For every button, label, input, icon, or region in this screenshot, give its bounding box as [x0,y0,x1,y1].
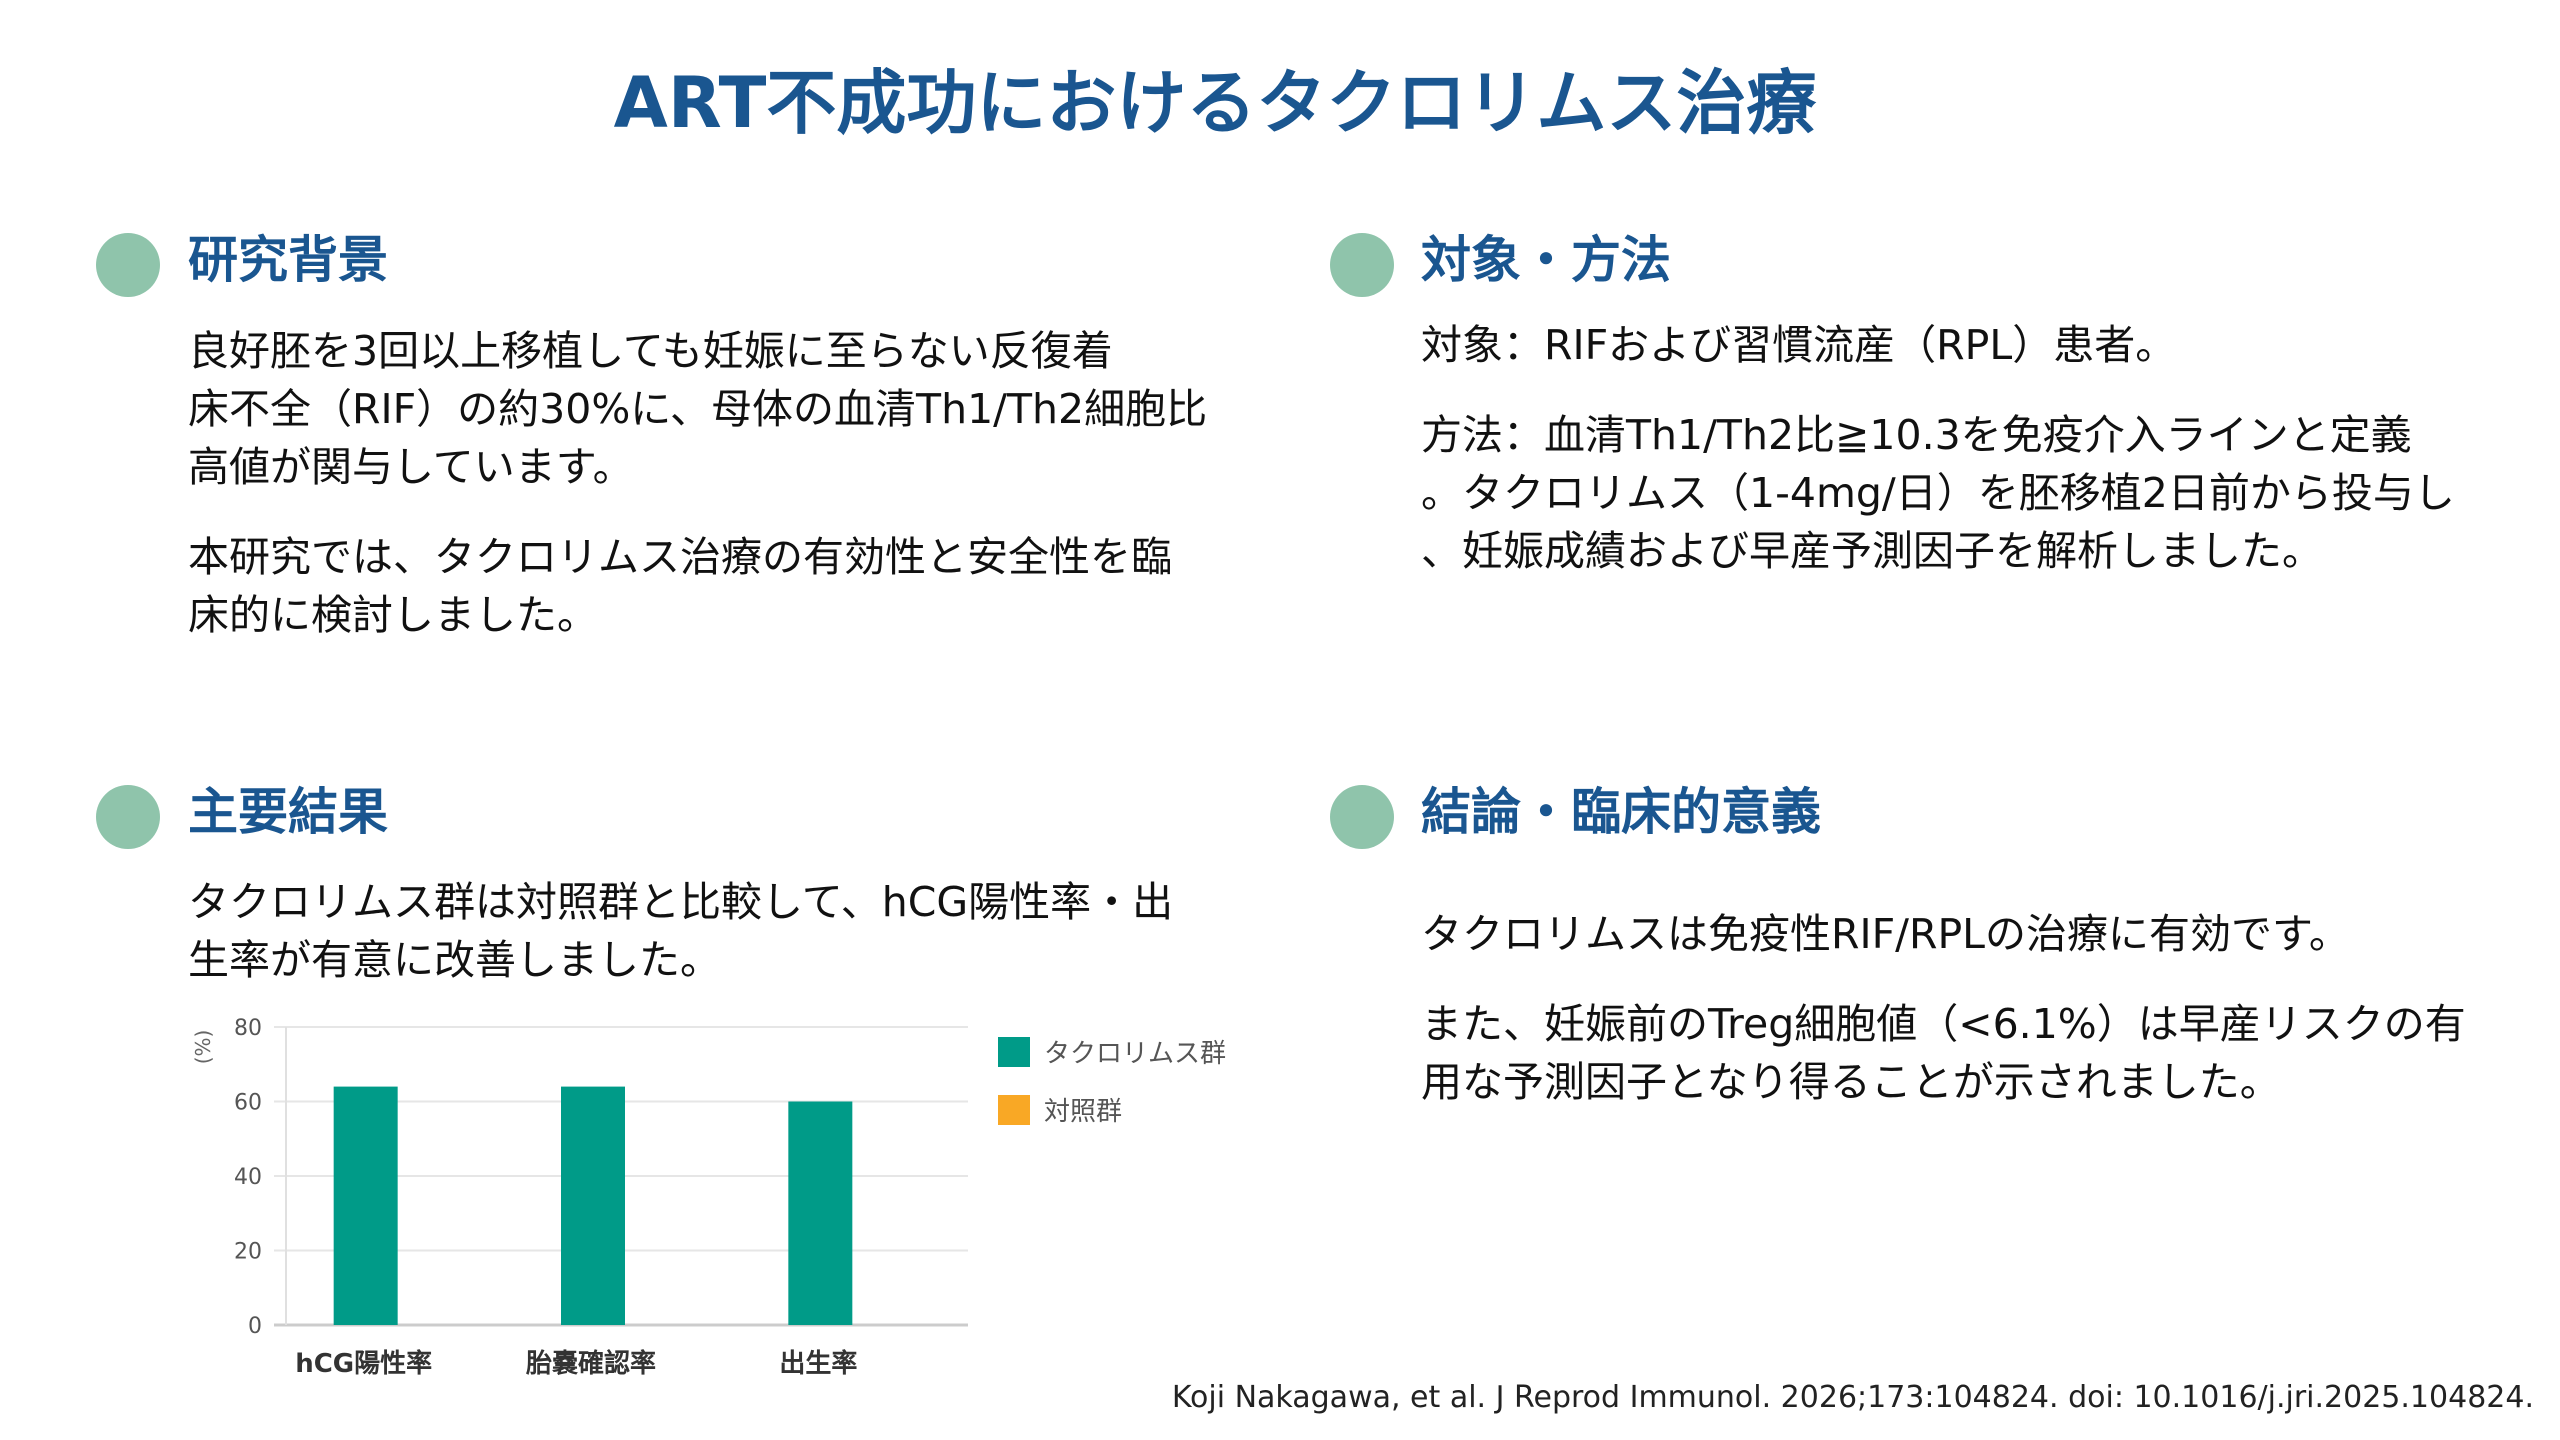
text-line: 用な予測因子となり得ることが示されました。 [1421,1058,2281,1106]
x-tick-label: hCG陽性率 [295,1348,432,1379]
bullet-circle-icon [96,233,160,297]
text-line: 。タクロリムス（1-4mg/日）を胚移植2日前から投与し [1421,469,2455,517]
paragraph: タクロリムス群は対照群と比較して、hCG陽性率・出 生率が有意に改善しました。 [188,873,1173,989]
bullet-circle-icon [1330,233,1394,297]
paragraph: 本研究では、タクロリムス治療の有効性と安全性を臨 床的に検討しました。 [188,528,1207,644]
y-tick-label: 80 [234,1016,262,1041]
text-line: 床不全（RIF）の約30%に、母体の血清Th1/Th2細胞比 [188,385,1208,433]
paragraph: タクロリムスは免疫性RIF/RPLの治療に有効です。 [1421,905,2466,963]
text-line: タクロリムス群は対照群と比較して、hCG陽性率・出 [188,878,1174,926]
y-tick-label: 40 [234,1165,262,1190]
text-line: 床的に検討しました。 [188,591,598,639]
page-title: ART不成功におけるタクロリムス治療 [613,62,1817,144]
paragraph: 方法：血清Th1/Th2比≧10.3を免疫介入ラインと定義 。タクロリムス（1-4… [1421,406,2455,580]
paragraph: 良好胚を3回以上移植しても妊娠に至らない反復着床不全（RIF）の約30%に、母体… [188,322,1207,496]
legend-label: 対照群 [1044,1097,1122,1127]
section-body: 良好胚を3回以上移植しても妊娠に至らない反復着床不全（RIF）の約30%に、母体… [188,322,1207,676]
section-body: 対象：RIFおよび習慣流産（RPL）患者。方法：血清Th1/Th2比≧10.3を… [1421,316,2455,612]
bar-tacrolimus [333,1086,398,1325]
section-heading: 対象・方法 [1421,231,1671,289]
section-body: タクロリムス群は対照群と比較して、hCG陽性率・出 生率が有意に改善しました。 [188,873,1173,1021]
text-line: 方法：血清Th1/Th2比≧10.3を免疫介入ラインと定義 [1421,411,2412,459]
y-tick-label: 20 [234,1240,262,1265]
legend-swatch [998,1095,1030,1125]
section-heading: 結論・臨床的意義 [1421,783,1821,841]
bullet-circle-icon [96,785,160,849]
paragraph: また、妊娠前のTreg細胞値（<6.1%）は早産リスクの有 用な予測因子となり得る… [1421,995,2466,1111]
text-line: 対象：RIFおよび習慣流産（RPL）患者。 [1421,321,2177,369]
y-axis-label: (%) [191,1030,215,1065]
bullet-circle-icon [1330,785,1394,849]
y-tick-label: 60 [234,1091,262,1116]
section-body: タクロリムスは免疫性RIF/RPLの治療に有効です。また、妊娠前のTreg細胞値… [1421,905,2466,1143]
bar-tacrolimus [561,1086,625,1325]
legend-label: タクロリムス群 [1044,1039,1226,1069]
text-line: 本研究では、タクロリムス治療の有効性と安全性を臨 [188,533,1172,581]
text-line: 、妊娠成績および早産予測因子を解析しました。 [1421,527,2323,575]
text-line: また、妊娠前のTreg細胞値（<6.1%）は早産リスクの有 [1421,1000,2466,1048]
y-tick-label: 0 [248,1314,262,1339]
text-line: 生率が有意に改善しました。 [188,936,721,984]
text-line: 高値が関与しています。 [188,443,634,491]
x-tick-label: 出生率 [779,1348,857,1379]
bar-tacrolimus [788,1101,853,1325]
text-line: 良好胚を3回以上移植しても妊娠に至らない反復着 [188,327,1113,375]
x-tick-label: 胎嚢確認率 [525,1348,656,1379]
legend-swatch [998,1037,1030,1067]
citation: Koji Nakagawa, et al. J Reprod Immunol. … [1171,1380,2534,1415]
paragraph: 対象：RIFおよび習慣流産（RPL）患者。 [1421,316,2455,374]
section-heading: 主要結果 [188,783,388,841]
text-line: タクロリムスは免疫性RIF/RPLの治療に有効です。 [1421,910,2350,958]
section-heading: 研究背景 [188,231,388,289]
